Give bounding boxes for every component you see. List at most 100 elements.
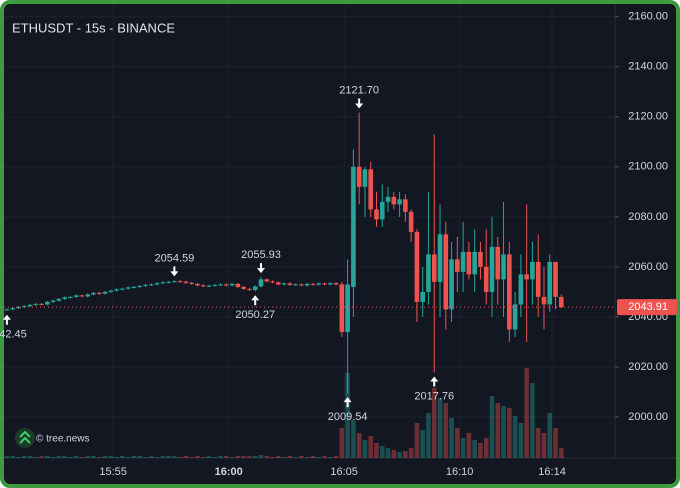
volume-bar — [553, 428, 558, 458]
candle-body — [391, 196, 397, 205]
volume — [4, 368, 564, 458]
candle-body — [56, 298, 62, 301]
candle-body — [426, 254, 431, 292]
volume-bar — [304, 457, 310, 458]
candle-body — [45, 301, 50, 305]
volume-bar — [293, 457, 298, 458]
volume-bar — [437, 398, 443, 458]
volume-bar — [62, 456, 67, 458]
volume-bar — [420, 430, 426, 458]
candle-body — [212, 284, 218, 286]
candle-body — [102, 291, 108, 294]
volume-bar — [172, 456, 177, 458]
volume-bar — [218, 456, 223, 458]
candle-body — [535, 261, 541, 297]
candle-body — [501, 254, 506, 280]
volume-bar — [50, 457, 56, 458]
candle-body — [247, 288, 252, 290]
candle-body — [235, 283, 241, 287]
candle-body — [541, 296, 547, 305]
candle-body — [512, 304, 518, 330]
y-tick-label: 2080.00 — [628, 211, 668, 223]
candle-body — [172, 281, 177, 283]
volume-bar — [512, 416, 518, 458]
candle-body — [379, 201, 385, 220]
candle-body — [327, 283, 333, 285]
candle-body — [368, 169, 374, 210]
volume-bar — [73, 456, 79, 458]
candle-body — [189, 282, 194, 284]
candle-body — [558, 296, 564, 308]
candle-body — [431, 254, 437, 282]
volume-bar — [472, 440, 477, 458]
candle-body — [154, 283, 160, 285]
annotation-label: 2050.27 — [235, 309, 275, 321]
volume-bar — [27, 456, 33, 458]
volume-bar — [39, 456, 44, 458]
volume-bar — [530, 383, 535, 458]
volume-bar — [495, 403, 501, 458]
candle-body — [276, 282, 281, 285]
candle-body — [385, 196, 391, 202]
annotation-label: 2009.54 — [328, 411, 368, 423]
candle-body — [397, 199, 402, 205]
y-tick-label: 2140.00 — [628, 61, 668, 73]
chart-title: ETHUSDT - 15s - BINANCE — [12, 20, 175, 35]
volume-bar — [547, 413, 553, 458]
candle-body — [414, 231, 420, 302]
volume-bar — [91, 456, 96, 458]
volume-bar — [368, 436, 374, 458]
candle-body — [39, 303, 44, 305]
candle-body — [79, 295, 85, 297]
candle-body — [362, 169, 368, 187]
candle-body — [241, 286, 246, 289]
candle-body — [339, 284, 345, 332]
candle-body — [96, 292, 102, 294]
candle-body — [177, 281, 183, 283]
volume-bar — [408, 448, 414, 458]
candle-body — [281, 283, 287, 285]
candle-body — [218, 284, 223, 286]
candle-body — [483, 266, 489, 292]
volume-bar — [21, 456, 27, 458]
candle-body — [293, 284, 298, 286]
volume-bar — [426, 413, 431, 458]
volume-bar — [333, 456, 339, 458]
candle-body — [50, 300, 56, 302]
candle-body — [553, 261, 558, 297]
candle-body — [345, 284, 350, 332]
candle-body — [460, 251, 466, 272]
volume-bar — [501, 406, 506, 458]
volume-bar — [316, 457, 322, 458]
y-tick-label: 2020.00 — [628, 361, 668, 373]
volume-bar — [154, 457, 160, 458]
annotation-label: 2042.45 — [0, 329, 27, 341]
candle-body — [73, 295, 79, 297]
volume-bar — [478, 443, 483, 458]
candle-body — [16, 306, 21, 309]
candle-body — [108, 290, 114, 292]
candle-body — [91, 292, 96, 295]
volume-bar — [102, 456, 108, 458]
candle-body — [160, 282, 166, 284]
volume-bar — [558, 448, 564, 458]
volume-bar — [120, 456, 125, 458]
arrow-down — [170, 266, 179, 277]
y-tick-label: 2060.00 — [628, 261, 668, 273]
candle-body — [547, 261, 553, 305]
volume-bar — [391, 450, 397, 458]
volume-bar — [241, 456, 246, 458]
annotation: 2009.54 — [328, 397, 368, 423]
volume-bar — [345, 373, 350, 458]
y-tick-label: 2160.00 — [628, 11, 668, 23]
volume-bar — [4, 456, 10, 458]
x-tick-label: 15:55 — [99, 466, 127, 478]
volume-bar — [252, 456, 258, 458]
y-tick-label: 2100.00 — [628, 161, 668, 173]
candle-body — [478, 251, 483, 267]
last-price-label: 2043.91 — [628, 301, 668, 313]
annotation-label: 2055.93 — [241, 249, 281, 261]
candle-body — [125, 287, 131, 289]
